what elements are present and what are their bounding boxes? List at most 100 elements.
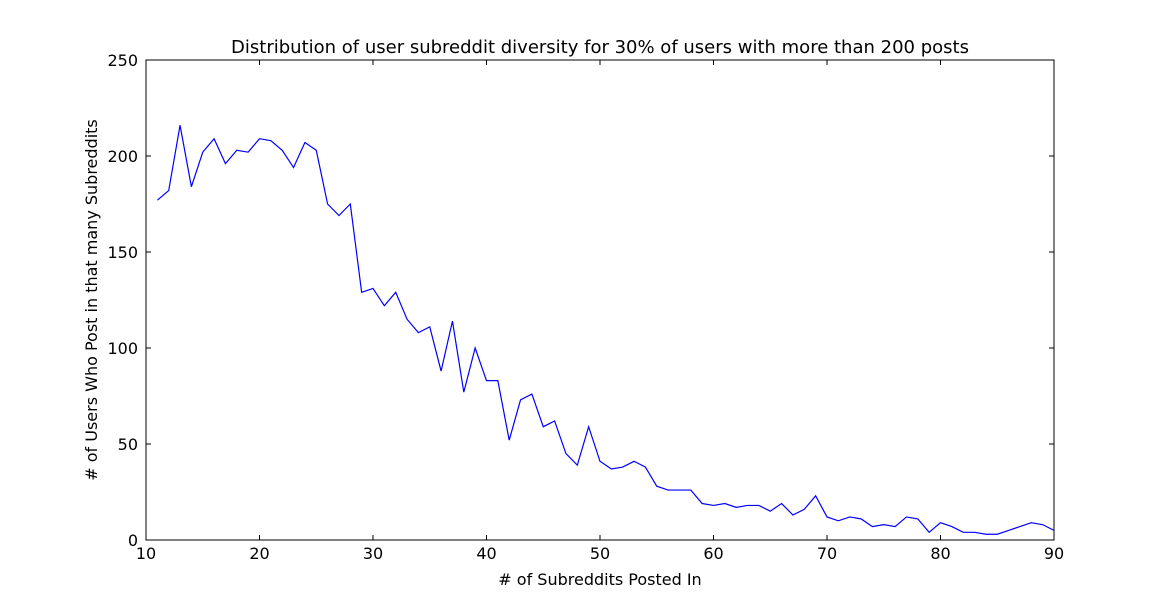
data-point <box>179 125 180 126</box>
data-point <box>668 489 669 490</box>
data-point <box>906 516 907 517</box>
data-point <box>929 532 930 533</box>
data-point <box>736 507 737 508</box>
data-point <box>361 292 362 293</box>
x-tick-label: 70 <box>817 544 837 563</box>
axis-ticks: 10 20 30 40 50 60 70 80 90 0 50 100 150 200 250 <box>107 51 1064 563</box>
data-point <box>917 518 918 519</box>
data-point <box>826 516 827 517</box>
data-point <box>599 461 600 462</box>
x-tick-label: 30 <box>363 544 383 563</box>
data-point <box>838 520 839 521</box>
x-tick-label: 80 <box>930 544 950 563</box>
data-point <box>883 524 884 525</box>
data-point <box>633 461 634 462</box>
x-tick-label: 50 <box>590 544 610 563</box>
data-point <box>860 518 861 519</box>
data-point <box>441 370 442 371</box>
y-tick-label: 200 <box>107 147 138 166</box>
data-point <box>622 466 623 467</box>
data-point <box>781 503 782 504</box>
data-point <box>1031 522 1032 523</box>
data-point <box>724 503 725 504</box>
data-point <box>225 163 226 164</box>
data-point <box>191 186 192 187</box>
data-point <box>202 152 203 153</box>
data-point <box>236 150 237 151</box>
data-point <box>520 399 521 400</box>
y-tick-label: 50 <box>118 435 138 454</box>
data-point <box>963 532 964 533</box>
data-point <box>214 138 215 139</box>
data-point <box>758 505 759 506</box>
data-point <box>327 203 328 204</box>
data-point <box>418 332 419 333</box>
y-tick-label: 100 <box>107 339 138 358</box>
data-point <box>372 288 373 289</box>
data-point <box>554 420 555 421</box>
y-axis-label: # of Users Who Post in that many Subredd… <box>82 119 101 481</box>
data-point <box>679 489 680 490</box>
data-point <box>1008 530 1009 531</box>
data-point <box>157 200 158 201</box>
x-tick-label: 90 <box>1044 544 1064 563</box>
data-point <box>429 326 430 327</box>
data-point <box>248 152 249 153</box>
data-point <box>815 495 816 496</box>
data-point <box>543 426 544 427</box>
data-point <box>316 150 317 151</box>
data-point <box>792 514 793 515</box>
data-point <box>951 526 952 527</box>
data-point <box>588 426 589 427</box>
x-tick-label: 60 <box>703 544 723 563</box>
y-tick-label: 150 <box>107 243 138 262</box>
series-layer <box>156 125 1055 535</box>
data-point <box>895 526 896 527</box>
y-tick-label: 250 <box>107 51 138 70</box>
data-point <box>611 468 612 469</box>
data-point <box>940 522 941 523</box>
data-point <box>463 392 464 393</box>
x-axis-label: # of Subreddits Posted In <box>498 570 701 589</box>
data-point <box>384 305 385 306</box>
data-point <box>168 190 169 191</box>
data-point <box>577 465 578 466</box>
data-point <box>985 534 986 535</box>
plot-frame <box>145 59 1055 541</box>
data-point <box>486 380 487 381</box>
data-point <box>702 503 703 504</box>
x-tick-label: 10 <box>136 544 156 563</box>
data-point <box>690 489 691 490</box>
data-point <box>497 380 498 381</box>
y-tick-label: 0 <box>128 531 138 550</box>
data-point <box>259 138 260 139</box>
data-point <box>713 505 714 506</box>
data-point <box>997 534 998 535</box>
data-point <box>1042 524 1043 525</box>
data-point <box>350 203 351 204</box>
chart-title: Distribution of user subreddit diversity… <box>231 37 969 58</box>
data-point <box>452 321 453 322</box>
series-line-1 <box>156 125 1055 535</box>
data-point <box>974 532 975 533</box>
data-point <box>804 509 805 510</box>
x-tick-label: 40 <box>476 544 496 563</box>
data-point <box>270 140 271 141</box>
data-point <box>509 440 510 441</box>
data-point <box>282 150 283 151</box>
data-point <box>645 466 646 467</box>
data-point <box>565 453 566 454</box>
data-point <box>293 167 294 168</box>
x-tick-label: 20 <box>249 544 269 563</box>
data-point <box>338 215 339 216</box>
data-point <box>770 511 771 512</box>
data-point <box>304 142 305 143</box>
data-point <box>395 292 396 293</box>
data-point <box>475 347 476 348</box>
data-point <box>531 393 532 394</box>
data-point <box>849 516 850 517</box>
data-point <box>656 486 657 487</box>
data-point <box>1019 526 1020 527</box>
